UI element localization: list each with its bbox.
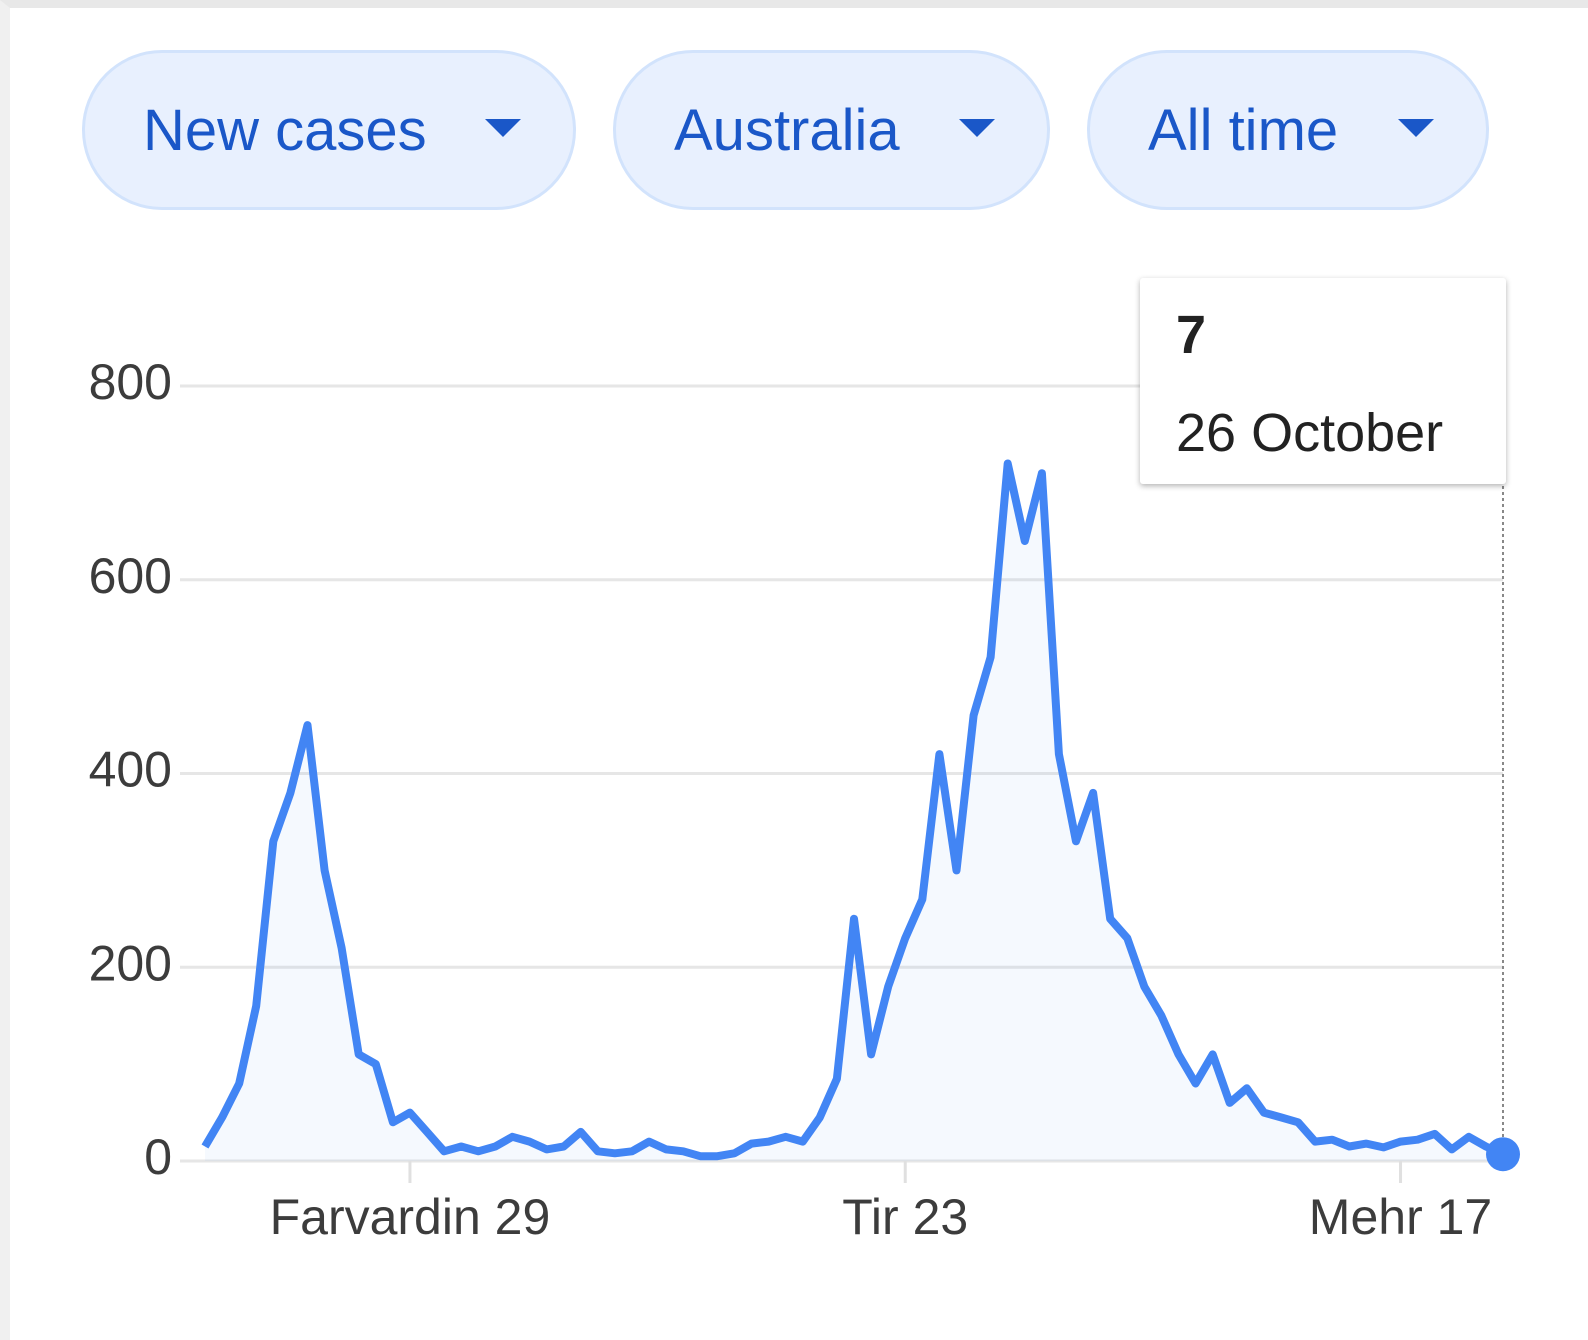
chip-label: Australia [674, 97, 900, 163]
dropdown-arrow [1398, 119, 1434, 137]
region-chip[interactable]: Australia [613, 50, 1050, 210]
x-tick-label: Tir 23 [842, 1189, 968, 1245]
chart: 0 200 400 600 800 Farvardin 29 Tir 23 Mehr 17 [89, 354, 1520, 1245]
tooltip: 7 26 October [1140, 278, 1506, 484]
area [205, 463, 1503, 1161]
hover-dot [1486, 1137, 1520, 1172]
tooltip-date: 26 October [1176, 403, 1444, 463]
dropdown-arrow [959, 119, 995, 137]
y-tick-label: 0 [144, 1129, 172, 1185]
chip-label: New cases [143, 97, 427, 163]
tooltip-value: 7 [1176, 305, 1207, 365]
chip-label: All time [1148, 97, 1339, 163]
y-tick-label: 400 [89, 742, 172, 798]
x-tick-label: Farvardin 29 [270, 1189, 551, 1245]
y-tick-label: 200 [89, 935, 172, 991]
y-tick-label: 600 [89, 548, 172, 604]
time-chip[interactable]: All time [1087, 50, 1489, 210]
x-tick-label: Mehr 17 [1309, 1189, 1492, 1245]
metric-chip[interactable]: New cases [82, 50, 576, 210]
dropdown-arrow [485, 119, 521, 137]
line [201, 459, 1505, 1161]
y-tick-label: 800 [89, 354, 172, 410]
